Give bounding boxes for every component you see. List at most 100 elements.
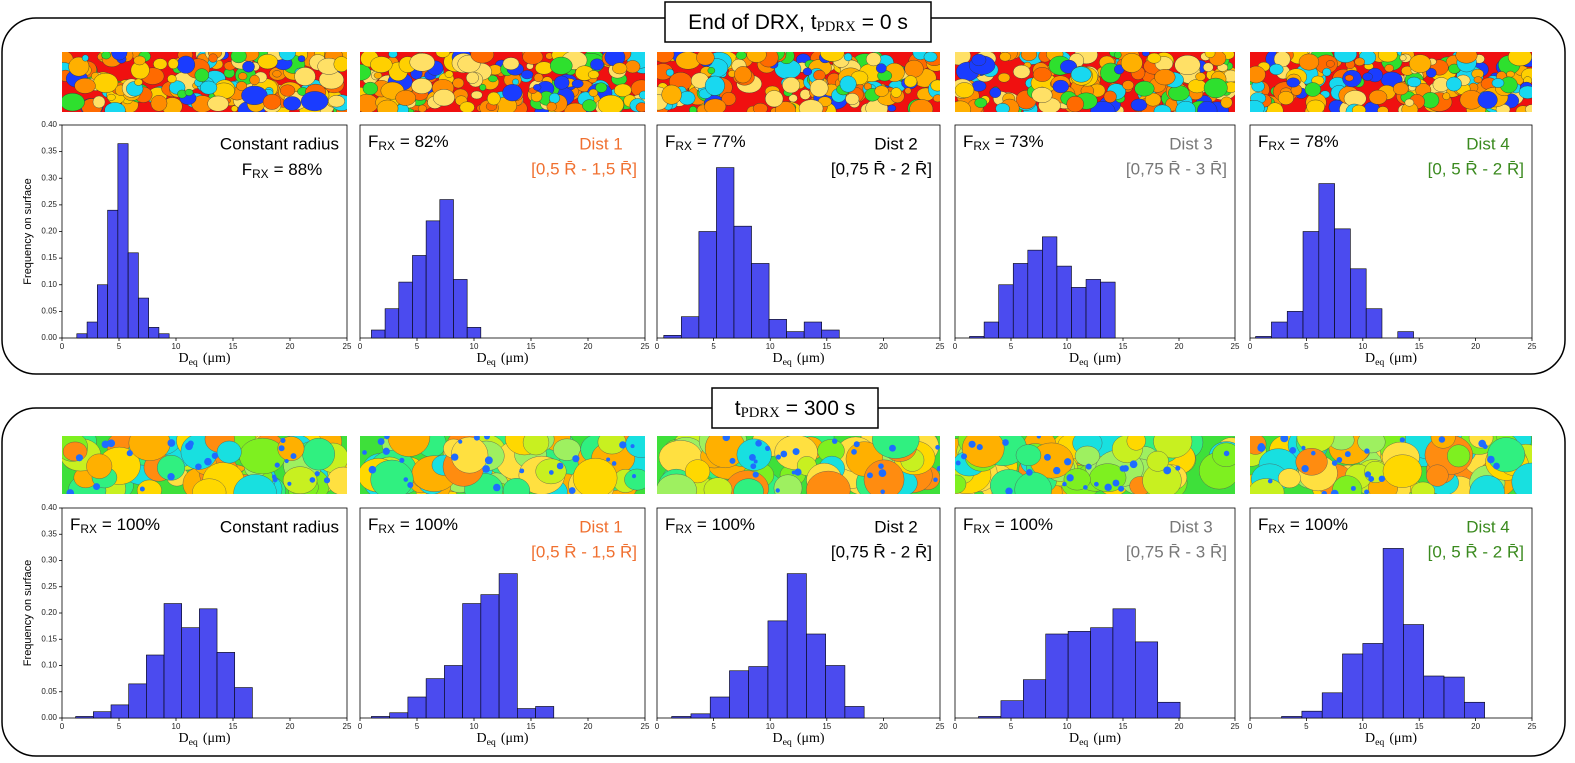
x-tick-label: 20 — [1471, 722, 1480, 731]
histogram-bar — [1397, 331, 1414, 339]
y-tick-label: 0.05 — [41, 687, 57, 696]
x-tick-label: 10 — [766, 722, 775, 731]
microstructure-cell — [1130, 98, 1148, 112]
x-axis-label-part: eq — [1079, 737, 1088, 748]
microstructure-cell — [878, 463, 884, 469]
microstructure-cell — [619, 441, 627, 449]
microstructure-cell — [368, 465, 377, 474]
microstructure-cell — [262, 94, 282, 110]
x-tick-label: 25 — [1231, 342, 1240, 351]
microstructure-cell — [1438, 436, 1446, 443]
annotation-frx: FRX = 100% — [665, 515, 755, 536]
microstructure-cell — [704, 75, 725, 96]
annotation-range: [0,5 R̄ - 1,5 R̄] — [531, 159, 637, 178]
microstructure-cell — [238, 72, 248, 81]
annotation-range: [0,75 R̄ - 2 R̄] — [831, 542, 932, 561]
annotation-frx: FRX = 82% — [368, 132, 449, 153]
microstructure-cell — [1377, 52, 1398, 63]
microstructure-cell — [1506, 70, 1515, 78]
microstructure-cell — [750, 463, 757, 470]
y-tick-label: 0.30 — [41, 173, 57, 182]
x-tick-label: 0 — [1248, 722, 1253, 731]
x-axis-label-part: (μm) — [203, 351, 231, 366]
x-tick-label: 5 — [711, 722, 716, 731]
microstructure-cell — [935, 445, 940, 450]
microstructure-cell — [126, 450, 133, 457]
microstructure-cell — [1332, 475, 1363, 494]
annotation-frx-part: F — [368, 132, 378, 151]
microstructure-cell — [1126, 436, 1146, 451]
microstructure-cell — [867, 472, 873, 479]
microstructure-cell — [1154, 69, 1176, 86]
histogram-bar — [806, 633, 826, 719]
microstructure-cell — [722, 436, 730, 442]
x-tick-label: 5 — [711, 342, 716, 351]
x-axis-label-part: eq — [189, 357, 198, 368]
histogram-bar — [444, 665, 463, 719]
y-tick-label: 0.40 — [41, 120, 57, 129]
microstructure-cell — [904, 87, 912, 95]
microstructure-cell — [780, 450, 788, 458]
microstructure-cell — [1026, 469, 1033, 476]
y-tick-label: 0.00 — [41, 713, 57, 722]
histogram-bar — [1085, 279, 1101, 339]
annotation-frx-part: RX — [1268, 139, 1285, 153]
annotation-label: Dist 4 — [1466, 134, 1509, 153]
microstructure-cell — [1404, 98, 1415, 107]
histogram-bar — [199, 608, 218, 719]
microstructure-cell — [1031, 87, 1053, 103]
microstructure-cell — [384, 436, 390, 440]
histogram-bar — [681, 316, 700, 339]
microstructure-cell — [271, 474, 277, 480]
microstructure-cell — [1364, 489, 1370, 494]
microstructure-cell — [502, 84, 523, 102]
microstructure-cell — [407, 481, 414, 489]
microstructure-cell — [1094, 481, 1099, 487]
histogram-bar — [1056, 265, 1072, 339]
microstructure-cell — [1507, 52, 1532, 67]
x-axis-label: Deq (μm) — [1069, 731, 1121, 748]
histogram-bar — [138, 297, 149, 339]
x-tick-label: 0 — [60, 722, 65, 731]
x-axis-label: Deq (μm) — [476, 351, 528, 368]
x-axis-label-part: (μm) — [1093, 731, 1121, 746]
microstructure-cell — [955, 52, 971, 66]
histogram-bar — [398, 281, 413, 339]
microstructure-cell — [588, 88, 599, 97]
microstructure-cell — [865, 52, 882, 67]
microstructure-cell — [989, 87, 1002, 98]
histogram-bar — [1464, 701, 1485, 719]
microstructure-cell — [734, 66, 752, 84]
histogram-bar — [803, 321, 823, 339]
microstructure-cell — [432, 89, 455, 107]
microstructure-cell — [309, 477, 316, 483]
x-axis-label: Deq (μm) — [772, 351, 824, 368]
histogram-bar — [110, 704, 129, 719]
histogram-bar — [146, 654, 165, 719]
microstructure-cell — [233, 474, 277, 494]
microstructure-cell — [300, 91, 329, 112]
histogram-bar — [1281, 716, 1303, 719]
microstructure-cell — [909, 99, 934, 112]
microstructure-cell — [755, 440, 762, 447]
x-axis-label-part: eq — [783, 357, 792, 368]
microstructure-cell — [1357, 436, 1386, 454]
microstructure-cell — [625, 60, 641, 74]
microstructure-cell — [546, 101, 557, 112]
histogram-bar — [663, 335, 682, 339]
microstructure-cell — [556, 462, 564, 470]
microstructure-cell — [1147, 52, 1162, 64]
microstructure-cell — [631, 474, 637, 479]
histogram-bar — [1318, 183, 1335, 339]
microstructure-cell — [1053, 466, 1061, 475]
histogram-bar — [786, 331, 805, 339]
x-axis-label-part: (μm) — [1093, 351, 1121, 366]
microstructure-cell — [278, 52, 296, 61]
annotation-frx: FRX = 100% — [963, 515, 1053, 536]
microstructure-cell — [1525, 104, 1532, 112]
histogram-bar — [407, 696, 427, 719]
histogram-bar — [716, 167, 735, 339]
microstructure-cell — [799, 89, 811, 100]
microstructure-cell — [133, 55, 146, 66]
